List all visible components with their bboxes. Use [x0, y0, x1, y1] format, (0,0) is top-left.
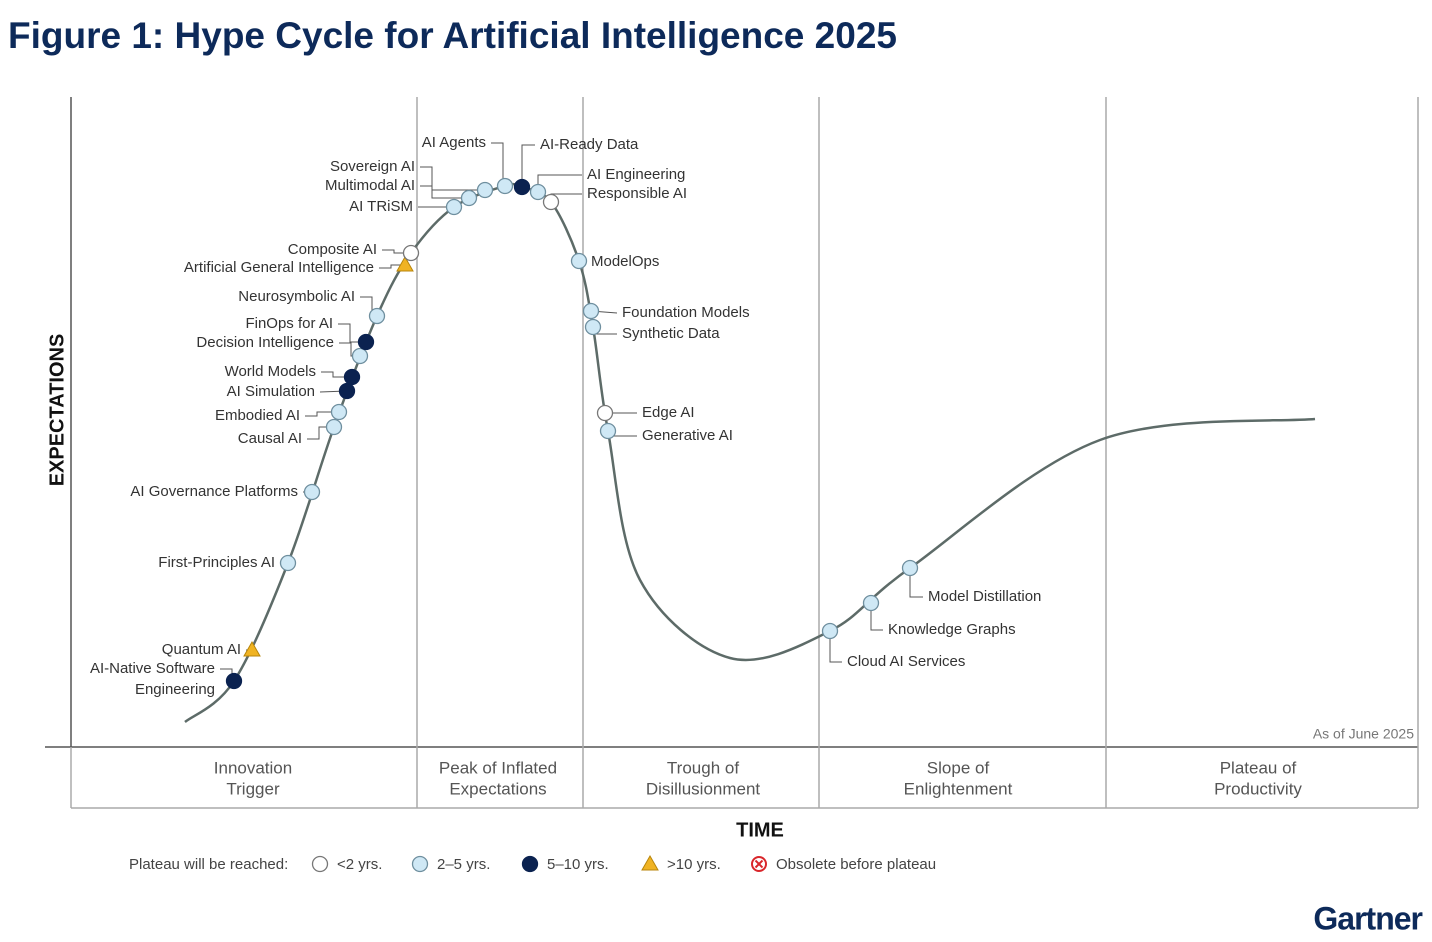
legend-label: <2 yrs. [337, 856, 382, 873]
technology-label: Generative AI [642, 427, 733, 444]
legend-marker [311, 855, 329, 873]
y-axis-label: EXPECTATIONS [46, 334, 68, 487]
technology-marker [529, 183, 547, 201]
phase-label: Trough of [667, 758, 739, 777]
legend-label: 5–10 yrs. [547, 856, 609, 873]
leader-layer [220, 142, 923, 682]
legend-marker-cross [754, 859, 764, 869]
technology-marker [243, 640, 261, 657]
technology-marker [368, 307, 386, 325]
technology-label: Synthetic Data [622, 325, 720, 342]
legend-label: >10 yrs. [667, 856, 721, 873]
technology-marker [584, 318, 602, 336]
leader-line [829, 631, 842, 663]
technology-marker [596, 404, 614, 422]
phase-label: Enlightenment [904, 779, 1013, 798]
technology-marker [496, 177, 514, 195]
legend-marker [411, 855, 429, 873]
technology-marker [901, 559, 919, 577]
phase-label: Expectations [449, 779, 546, 798]
technology-label: Cloud AI Services [847, 653, 965, 670]
leader-line [379, 264, 405, 269]
technology-marker [570, 252, 588, 270]
technology-marker [325, 418, 343, 436]
technology-marker [338, 382, 356, 400]
legend-label: 2–5 yrs. [437, 856, 490, 873]
marker-layer [225, 177, 919, 690]
x-axis-label: TIME [736, 819, 784, 841]
technology-marker [279, 554, 297, 572]
technology-label: Multimodal AI [325, 177, 415, 194]
technology-marker [402, 244, 420, 262]
technology-marker [351, 347, 369, 365]
technology-marker [862, 594, 880, 612]
technology-label: Embodied AI [215, 407, 300, 424]
phase-label: Innovation [214, 758, 292, 777]
technology-label: Artificial General Intelligence [184, 259, 374, 276]
leader-line [420, 166, 485, 191]
technology-label: AI Agents [422, 134, 486, 151]
technology-marker [445, 198, 463, 216]
technology-label: AI Governance Platforms [130, 483, 298, 500]
technology-label: Foundation Models [622, 304, 750, 321]
technology-label: AI-Native Software [90, 660, 215, 677]
phase-label: Trigger [226, 779, 280, 798]
technology-marker [225, 672, 243, 690]
technology-marker [303, 483, 321, 501]
leader-line [521, 144, 535, 187]
technology-label: Model Distillation [928, 588, 1041, 605]
technology-marker [396, 255, 414, 272]
leader-line [420, 185, 469, 199]
leader-line [382, 249, 411, 254]
phase-label: Plateau of [1220, 758, 1297, 777]
technology-marker [460, 189, 478, 207]
technology-marker [513, 178, 531, 196]
technology-label: World Models [225, 363, 316, 380]
brand: Gartner [1313, 900, 1422, 936]
technology-marker [476, 181, 494, 199]
leader-line [305, 411, 339, 417]
phase-dividers [70, 97, 1419, 809]
technology-label: Responsible AI [587, 185, 687, 202]
phase-label: Disillusionment [646, 779, 761, 798]
legend-label: Obsolete before plateau [776, 856, 936, 873]
legend-title: Plateau will be reached: [129, 856, 288, 873]
technology-label: ModelOps [591, 253, 659, 270]
leader-line [870, 603, 883, 631]
technology-label: Decision Intelligence [196, 334, 334, 351]
legend-marker [641, 854, 659, 871]
phase-label: Productivity [1214, 779, 1302, 798]
technology-label: Knowledge Graphs [888, 621, 1016, 638]
technology-label: First-Principles AI [158, 554, 275, 571]
technology-label: Causal AI [238, 430, 302, 447]
technology-marker [542, 193, 560, 211]
leader-line [909, 568, 923, 598]
technology-label: AI Simulation [227, 383, 315, 400]
technology-label: Sovereign AI [330, 158, 415, 175]
technology-marker [343, 368, 361, 386]
technology-marker [330, 403, 348, 421]
technology-label: AI-Ready Data [540, 136, 639, 153]
technology-label: Composite AI [288, 241, 377, 258]
technology-marker [582, 302, 600, 320]
technology-label: AI TRiSM [349, 198, 413, 215]
leader-line [321, 371, 352, 378]
technology-label: Quantum AI [162, 641, 241, 658]
technology-label: AI Engineering [587, 166, 685, 183]
technology-label: Edge AI [642, 404, 695, 421]
legend-marker [521, 855, 539, 873]
title: Figure 1: Hype Cycle for Artificial Inte… [8, 15, 897, 56]
technology-label: Neurosymbolic AI [238, 288, 355, 305]
phase-label: Slope of [927, 758, 990, 777]
technology-marker [357, 333, 375, 351]
technology-marker [599, 422, 617, 440]
phase-label: Peak of Inflated [439, 758, 557, 777]
technology-label: Engineering [135, 681, 215, 698]
technology-label: FinOps for AI [245, 315, 333, 332]
note: As of June 2025 [1313, 726, 1414, 742]
technology-marker [821, 622, 839, 640]
